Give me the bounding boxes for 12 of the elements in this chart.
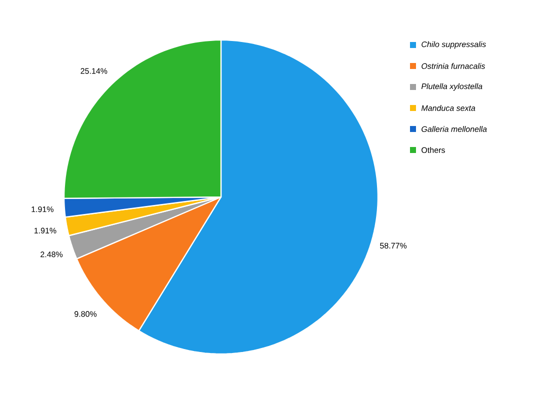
- data-label: 58.77%: [380, 242, 407, 249]
- legend-label: Chilo suppressalis: [422, 41, 486, 49]
- legend-label: Galleria mellonella: [422, 126, 487, 132]
- data-label: 2.48%: [40, 252, 63, 258]
- data-label: 9.80%: [74, 311, 97, 317]
- data-label: 25.14%: [80, 68, 108, 74]
- legend-label: Plutella xylostella: [421, 83, 482, 91]
- legend-label: Ostrinia furnacalis: [422, 63, 486, 69]
- data-label: 1.91%: [34, 228, 56, 234]
- data-label: 1.91%: [32, 206, 54, 212]
- legend-label: Manduca sexta: [421, 105, 476, 111]
- legend-label: Others: [422, 147, 445, 153]
